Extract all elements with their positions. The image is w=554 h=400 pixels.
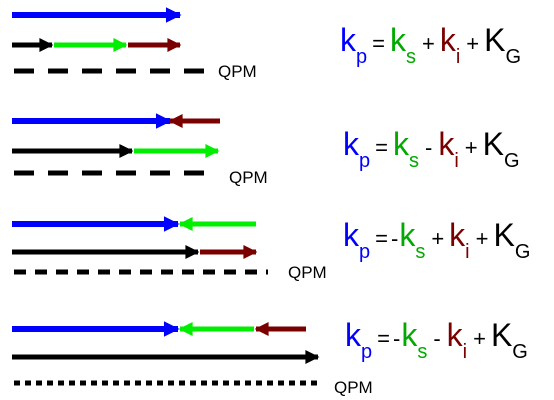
equation-3: kp= -ks+ ki+ KG	[343, 217, 530, 263]
kp-symbol: k	[340, 22, 357, 58]
kg-subscript: G	[512, 341, 528, 363]
kg-subscript: G	[506, 46, 522, 68]
ks-subscript: s	[409, 150, 419, 172]
ki-subscript: i	[454, 150, 458, 172]
row-2: QPM kp= ks-ki+ KG	[12, 113, 520, 187]
ki-symbol: k	[440, 22, 457, 58]
ki-symbol: k	[449, 217, 466, 253]
qpm-label: QPM	[334, 378, 373, 397]
svg-text:kp=-ks+ki+KG: kp= -ks+ ki+ KG	[343, 217, 530, 263]
op-g: +	[466, 31, 479, 56]
kp-subscript: p	[359, 150, 370, 172]
row-4: QPM kp= -ks-ki+ KG	[12, 317, 528, 397]
kp-symbol: k	[345, 317, 362, 353]
kp-symbol: k	[343, 126, 360, 162]
kg-symbol: K	[484, 22, 505, 58]
qpm-label: QPM	[218, 62, 257, 81]
equals-sign: =	[377, 326, 390, 351]
svg-text:kp=ks-ki+KG: kp= ks-ki+ KG	[343, 126, 520, 172]
op-g: +	[473, 326, 486, 351]
svg-text:kp=ks+ki+KG: kp= ks+ ki+ KG	[340, 22, 521, 68]
row-3: QPM kp= -ks+ ki+ KG	[12, 216, 530, 282]
ks-symbol: k	[401, 317, 418, 353]
qpm-label: QPM	[288, 263, 327, 282]
ki-symbol: k	[438, 126, 455, 162]
ki-subscript: i	[463, 341, 467, 363]
equals-sign: =	[372, 31, 385, 56]
op-i: -	[433, 326, 440, 351]
ki-symbol: k	[447, 317, 464, 353]
ks-symbol: k	[390, 22, 407, 58]
row-1: QPM kp= ks+ ki+ KG	[12, 7, 521, 81]
ks-subscript: s	[417, 341, 427, 363]
kg-symbol: K	[491, 317, 512, 353]
op-i: +	[431, 226, 444, 251]
kg-symbol: K	[483, 126, 504, 162]
kp-subscript: p	[359, 241, 370, 263]
ks-symbol: k	[399, 217, 416, 253]
equation-1: kp= ks+ ki+ KG	[340, 22, 521, 68]
op-g: +	[476, 226, 489, 251]
ks-subscript: s	[415, 241, 425, 263]
kp-subscript: p	[356, 46, 367, 68]
qpm-label: QPM	[229, 168, 268, 187]
op-i: -	[425, 135, 432, 160]
ki-subscript: i	[465, 241, 469, 263]
neg-sign: -	[393, 326, 400, 351]
op-i: +	[422, 31, 435, 56]
kg-symbol: K	[493, 217, 514, 253]
equation-4: kp= -ks-ki+ KG	[345, 317, 528, 363]
ki-subscript: i	[456, 46, 460, 68]
ks-symbol: k	[393, 126, 410, 162]
kg-subscript: G	[504, 150, 520, 172]
equation-2: kp= ks-ki+ KG	[343, 126, 520, 172]
op-g: +	[465, 135, 478, 160]
kg-subscript: G	[515, 241, 531, 263]
equals-sign: =	[375, 135, 388, 160]
neg-sign: -	[391, 226, 398, 251]
svg-text:kp=-ks-ki+KG: kp= -ks-ki+ KG	[345, 317, 528, 363]
kp-symbol: k	[343, 217, 360, 253]
equals-sign: =	[375, 226, 388, 251]
kp-subscript: p	[361, 341, 372, 363]
ks-subscript: s	[406, 46, 416, 68]
